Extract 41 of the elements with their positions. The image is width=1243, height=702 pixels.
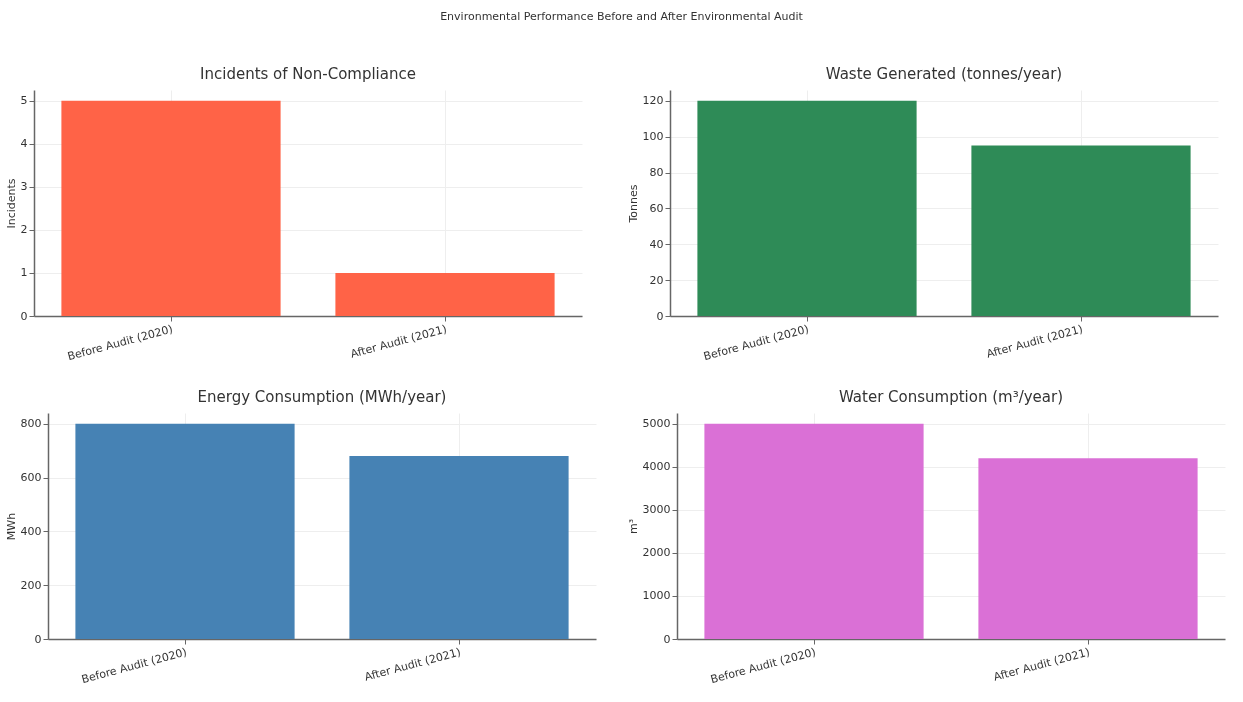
y-tick-label: 2000 xyxy=(642,546,671,560)
chart-title: Water Consumption (m³/year) xyxy=(838,388,1064,406)
y-tick-label: 40 xyxy=(649,237,664,251)
y-tick-label: 800 xyxy=(20,417,42,431)
y-axis-title: Incidents xyxy=(4,178,18,229)
y-tick-label: 60 xyxy=(649,201,664,215)
y-tick-label: 400 xyxy=(20,524,42,538)
chart-title: Energy Consumption (MWh/year) xyxy=(197,388,447,406)
x-tick-label: Before Audit (2020) xyxy=(709,645,818,687)
x-tick-label: After Audit (2021) xyxy=(349,322,449,361)
x-tick-label: After Audit (2021) xyxy=(985,322,1085,361)
y-tick-label: 3 xyxy=(20,180,28,194)
y-tick-label: 120 xyxy=(642,94,664,108)
y-tick-label: 100 xyxy=(642,130,664,144)
y-tick-label: 200 xyxy=(20,578,42,592)
y-tick-label: 1000 xyxy=(642,589,671,603)
y-tick-label: 1 xyxy=(20,266,28,280)
y-tick-label: 5 xyxy=(20,94,28,108)
y-tick-label: 600 xyxy=(20,471,42,485)
y-tick-label: 0 xyxy=(663,632,671,646)
chart-title: Waste Generated (tonnes/year) xyxy=(825,65,1063,83)
x-tick-label: Before Audit (2020) xyxy=(702,322,811,364)
y-tick-label: 2 xyxy=(20,223,28,237)
y-tick-label: 80 xyxy=(649,166,664,180)
y-axis-title: MWh xyxy=(4,512,18,541)
y-tick-label: 3000 xyxy=(642,503,671,517)
x-tick-label: After Audit (2021) xyxy=(363,645,463,684)
y-tick-label: 4 xyxy=(20,137,28,151)
y-axis-title: m³ xyxy=(626,518,640,535)
y-tick-label: 0 xyxy=(34,632,42,646)
y-tick-label: 20 xyxy=(649,273,664,287)
y-tick-label: 0 xyxy=(656,309,664,323)
x-tick-label: Before Audit (2020) xyxy=(66,322,175,364)
x-tick-label: Before Audit (2020) xyxy=(80,645,189,687)
y-axis-title: Tonnes xyxy=(626,184,640,224)
text: Environmental Performance Before and After Environmental Audit xyxy=(439,10,804,23)
chart-title: Incidents of Non-Compliance xyxy=(200,65,416,83)
y-tick-label: 5000 xyxy=(642,417,671,431)
x-tick-label: After Audit (2021) xyxy=(992,645,1092,684)
y-tick-label: 4000 xyxy=(642,460,671,474)
y-tick-label: 0 xyxy=(20,309,28,323)
